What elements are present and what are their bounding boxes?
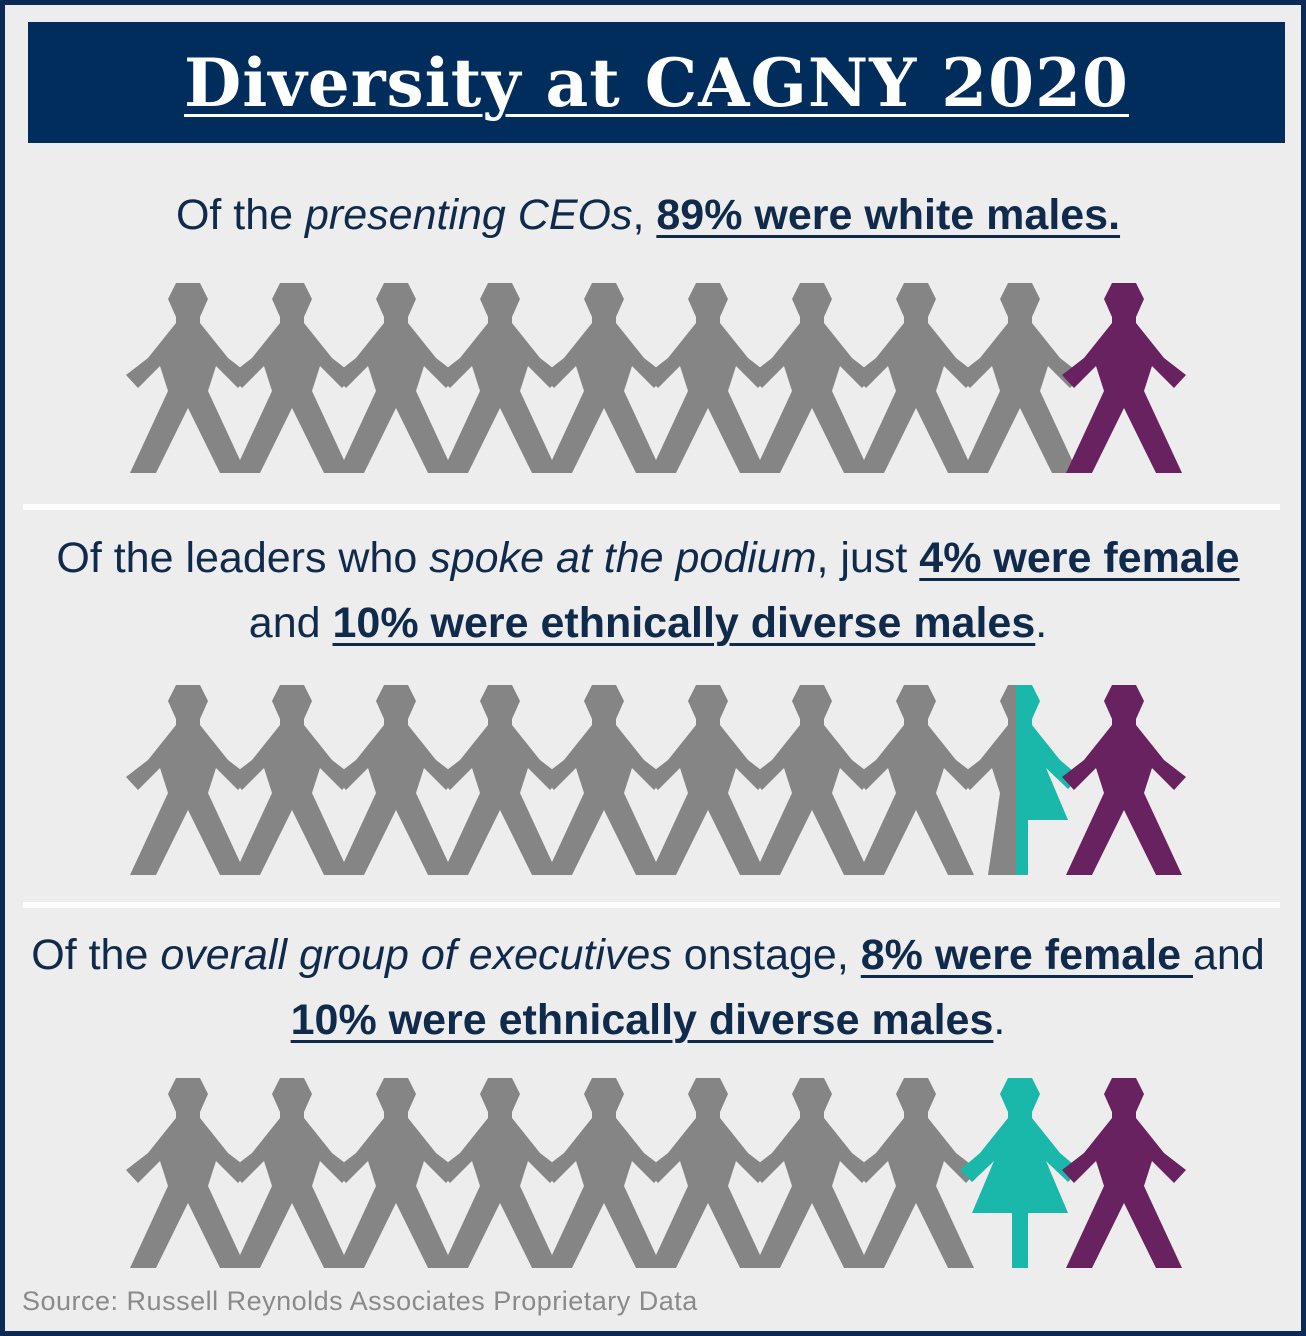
figures-row-podium bbox=[126, 685, 1186, 875]
white-male-figure-icon bbox=[750, 283, 874, 473]
statement-podium: Of the leaders who spoke at the podium, … bbox=[20, 526, 1276, 656]
infographic-frame: Diversity at CAGNY 2020 bbox=[5, 5, 1301, 1331]
white-male-figure-icon bbox=[542, 283, 666, 473]
white-male-figure-icon bbox=[438, 283, 562, 473]
figures-row-ceos bbox=[126, 283, 1186, 473]
white-male-figure-icon bbox=[854, 685, 978, 875]
white-male-figure-icon bbox=[542, 685, 666, 875]
diverse-male-figure-icon bbox=[1062, 283, 1186, 473]
white-male-figure-icon bbox=[750, 685, 874, 875]
white-male-figure-icon bbox=[126, 1078, 250, 1268]
diverse-male-figure-icon bbox=[1062, 685, 1186, 875]
statement-mid: , just bbox=[816, 534, 920, 582]
statement-mid: , bbox=[632, 191, 657, 239]
statement-intro: Of the bbox=[175, 191, 306, 239]
statement-mid: onstage, bbox=[671, 931, 861, 979]
white-male-figure-icon bbox=[334, 1078, 458, 1268]
white-male-figure-icon bbox=[126, 685, 250, 875]
white-male-half-figure-icon bbox=[958, 685, 1016, 875]
stat-female: 4% were female bbox=[919, 534, 1240, 582]
statement-intro: Of the leaders who bbox=[56, 534, 430, 582]
source-note: Source: Russell Reynolds Associates Prop… bbox=[22, 1286, 698, 1316]
white-male-figure-icon bbox=[646, 283, 770, 473]
white-male-figure-icon bbox=[438, 1078, 562, 1268]
statement-join: and bbox=[1192, 931, 1265, 979]
white-male-figure-icon bbox=[230, 283, 354, 473]
statement-intro: Of the bbox=[31, 931, 161, 979]
stat-white-males: 89% were white males. bbox=[656, 191, 1121, 239]
title-banner: Diversity at CAGNY 2020 bbox=[28, 22, 1285, 143]
female-figure-icon bbox=[960, 1078, 1080, 1268]
page-title: Diversity at CAGNY 2020 bbox=[184, 43, 1129, 122]
section-divider bbox=[23, 504, 1280, 510]
statement-end: . bbox=[1035, 599, 1048, 647]
figures-row-overall bbox=[126, 1078, 1186, 1268]
white-male-figure-icon bbox=[230, 685, 354, 875]
section-divider bbox=[23, 902, 1280, 908]
white-male-figure-icon bbox=[646, 1078, 770, 1268]
white-male-figure-icon bbox=[334, 685, 458, 875]
white-male-figure-icon bbox=[854, 1078, 978, 1268]
statement-ceos: Of the presenting CEOs, 89% were white m… bbox=[20, 183, 1276, 248]
female-half-figure-icon bbox=[1016, 685, 1080, 875]
white-male-figure-icon bbox=[438, 685, 562, 875]
white-male-figure-icon bbox=[958, 283, 1082, 473]
statement-overall: Of the overall group of executives onsta… bbox=[20, 923, 1276, 1053]
stat-diverse-males: 10% were ethnically diverse males bbox=[290, 996, 994, 1044]
white-male-figure-icon bbox=[542, 1078, 666, 1268]
statement-italic: presenting CEOs bbox=[305, 191, 633, 239]
white-male-figure-icon bbox=[750, 1078, 874, 1268]
diverse-male-figure-icon bbox=[1062, 1078, 1186, 1268]
white-male-figure-icon bbox=[646, 685, 770, 875]
stat-diverse-males: 10% were ethnically diverse males bbox=[332, 599, 1036, 647]
white-male-figure-icon bbox=[334, 283, 458, 473]
statement-italic: overall group of executives bbox=[160, 931, 672, 979]
statement-italic: spoke at the podium bbox=[429, 534, 817, 582]
white-male-figure-icon bbox=[126, 283, 250, 473]
stat-female: 8% were female bbox=[860, 931, 1193, 979]
statement-join: and bbox=[248, 599, 333, 647]
white-male-figure-icon bbox=[230, 1078, 354, 1268]
white-male-figure-icon bbox=[854, 283, 978, 473]
statement-end: . bbox=[993, 996, 1006, 1044]
